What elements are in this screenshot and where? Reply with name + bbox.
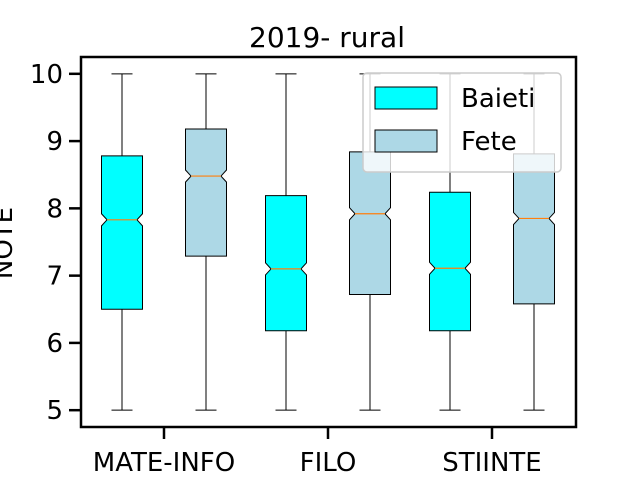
x-tick-label-1: FILO	[300, 448, 357, 478]
legend-swatch-baieti	[374, 86, 438, 110]
legend-label-baieti: Baieti	[461, 84, 535, 114]
box-fete-mate-info	[185, 128, 227, 257]
y-tick-label-3: 8	[46, 194, 63, 224]
x-tick-label-0: MATE-INFO	[93, 448, 235, 478]
box-baieti-filo	[265, 195, 307, 332]
box-fete-filo	[349, 151, 391, 295]
chart-title: 2019- rural	[249, 21, 405, 54]
legend-label-fete: Fete	[461, 127, 517, 157]
legend: Baieti Fete	[362, 72, 562, 173]
y-tick-label-4: 9	[46, 127, 63, 157]
legend-swatch-fete	[374, 129, 438, 153]
box-baieti-stiinte	[429, 191, 471, 332]
y-tick-label-1: 6	[46, 329, 63, 359]
y-tick-label-0: 5	[46, 396, 63, 426]
y-axis-label: NOTE	[0, 207, 19, 279]
y-tick-label-2: 7	[46, 262, 63, 292]
box-fete-stiinte	[513, 153, 555, 305]
box-baieti-mate-info	[101, 155, 143, 310]
plot-area: 5 6 7 8 9 10 MATE-INFO FILO STIINTE	[30, 55, 578, 478]
y-tick-label-5: 10	[30, 60, 63, 90]
x-tick-label-2: STIINTE	[442, 448, 541, 478]
